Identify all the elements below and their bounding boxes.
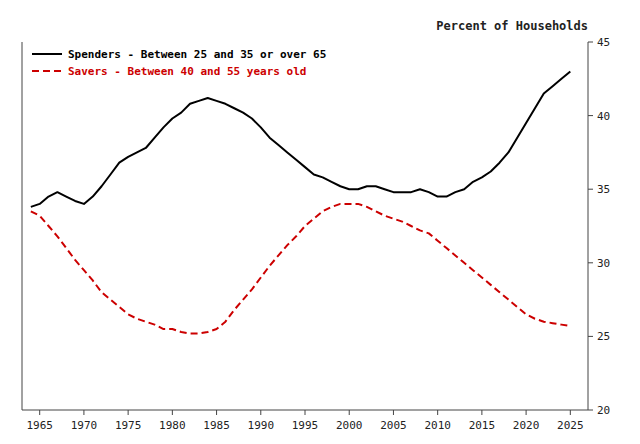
x-tick xyxy=(481,410,482,415)
x-tick xyxy=(526,410,527,415)
x-tick xyxy=(349,410,350,415)
y-tick xyxy=(588,189,593,190)
x-tick xyxy=(437,410,438,415)
legend: Spenders - Between 25 and 35 or over 65 S… xyxy=(32,48,326,78)
y-axis-label: Percent of Households xyxy=(436,19,588,33)
x-tick xyxy=(128,410,129,415)
x-tick-label: 2025 xyxy=(557,419,584,432)
x-tick-label: 2010 xyxy=(424,419,451,432)
y-tick-label: 45 xyxy=(597,36,610,49)
x-tick xyxy=(83,410,84,415)
x-tick xyxy=(305,410,306,415)
y-tick-label: 35 xyxy=(597,183,610,196)
y-tick xyxy=(588,336,593,337)
x-tick-label: 2000 xyxy=(336,419,363,432)
x-tick xyxy=(393,410,394,415)
y-tick xyxy=(588,410,593,411)
x-tick-label: 1970 xyxy=(71,419,98,432)
x-tick xyxy=(172,410,173,415)
legend-swatch xyxy=(32,70,62,72)
x-tick xyxy=(216,410,217,415)
x-tick-label: 2015 xyxy=(469,419,496,432)
y-tick xyxy=(588,42,593,43)
x-tick xyxy=(260,410,261,415)
y-tick-label: 30 xyxy=(597,257,610,270)
y-tick-label: 40 xyxy=(597,110,610,123)
x-tick-label: 1980 xyxy=(159,419,186,432)
x-tick-label: 1990 xyxy=(248,419,275,432)
x-tick-label: 1985 xyxy=(203,419,230,432)
y-tick xyxy=(588,262,593,263)
x-tick-label: 1995 xyxy=(292,419,319,432)
x-tick-label: 1975 xyxy=(115,419,142,432)
x-tick xyxy=(39,410,40,415)
y-tick-label: 25 xyxy=(597,330,610,343)
legend-swatch xyxy=(32,53,62,55)
x-tick xyxy=(570,410,571,415)
plot-area xyxy=(31,71,570,333)
y-axis-line xyxy=(588,42,589,410)
x-tick-label: 2020 xyxy=(513,419,540,432)
left-axis-line xyxy=(22,42,23,410)
y-tick xyxy=(588,115,593,116)
series-line xyxy=(31,71,570,206)
x-tick-label: 2005 xyxy=(380,419,407,432)
x-tick-label: 1965 xyxy=(26,419,53,432)
chart: 1965 1970 1975 1980 1985 1990 1995 2000 2005 2010… xyxy=(0,0,640,444)
legend-label: Spenders - Between 25 and 35 or over 65 xyxy=(68,48,326,61)
series-line xyxy=(31,204,570,334)
y-tick-label: 20 xyxy=(597,404,610,417)
legend-label: Savers - Between 40 and 55 years old xyxy=(68,65,306,78)
